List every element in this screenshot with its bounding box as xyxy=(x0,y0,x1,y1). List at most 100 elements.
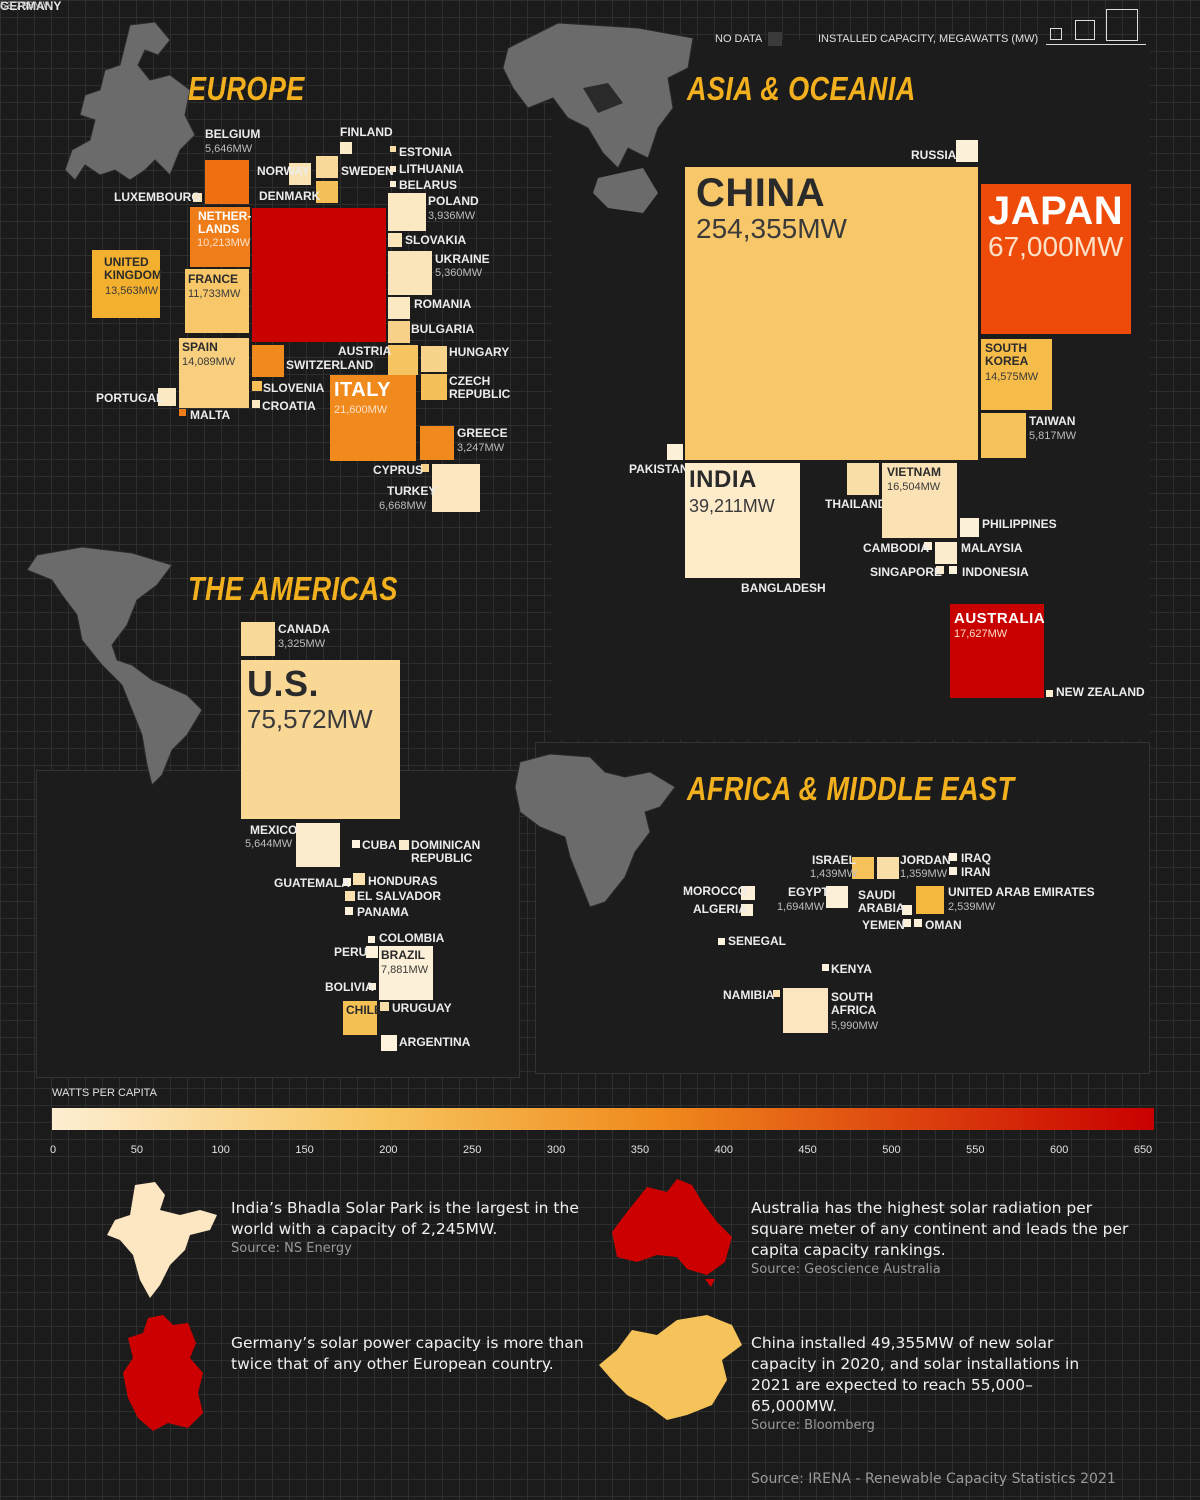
label-austria: AUSTRIA xyxy=(338,344,392,358)
label-uae: UNITED ARAB EMIRATES xyxy=(948,885,1095,899)
cell-senegal xyxy=(718,938,725,945)
value-us: 75,572MW xyxy=(247,704,373,734)
value-italy: 21,600MW xyxy=(334,404,388,416)
label-skorea: SOUTH KOREA xyxy=(985,341,1029,368)
label-cuba: CUBA xyxy=(362,838,397,852)
label-panama: PANAMA xyxy=(357,905,409,919)
label-elsalvador: EL SALVADOR xyxy=(357,889,442,903)
americas-panel xyxy=(36,770,520,1078)
cell-colombia xyxy=(368,936,375,943)
label-taiwan: TAIWAN xyxy=(1029,414,1076,428)
cell-switzerland xyxy=(252,345,284,377)
value-skorea: 14,575MW xyxy=(985,371,1039,383)
cell-canada xyxy=(241,622,275,656)
cell-panama xyxy=(345,907,353,915)
scale-tick: 0 xyxy=(49,1144,57,1156)
label-morocco: MOROCCO xyxy=(683,884,747,898)
scale-tick: 50 xyxy=(130,1144,143,1156)
legend-no-data-swatch xyxy=(768,32,782,46)
value-uk: 13,563MW xyxy=(105,285,159,297)
label-uruguay: URUGUAY xyxy=(392,1001,452,1015)
scale-tick: 600 xyxy=(1049,1144,1069,1156)
region-title-africa: AFRICA & MIDDLE EAST xyxy=(687,770,1015,807)
label-china: CHINA xyxy=(696,171,826,215)
cell-brazil xyxy=(379,946,433,1000)
region-title-asia: ASIA & OCEANIA xyxy=(687,70,916,107)
cell-sweden xyxy=(316,156,338,178)
australia-map-icon xyxy=(612,1179,732,1287)
cell-saudi xyxy=(902,905,912,915)
cell-pakistan xyxy=(667,444,683,460)
value-india: 39,211MW xyxy=(689,496,775,516)
cell-luxembourg xyxy=(193,193,202,202)
cell-slovenia xyxy=(252,381,262,391)
fact-australia-source: Source: Geoscience Australia xyxy=(751,1262,941,1277)
fact-germany-text: Germany’s solar power capacity is more t… xyxy=(231,1334,584,1373)
cell-bulgaria xyxy=(388,321,410,343)
value-netherlands: 10,213MW xyxy=(197,237,251,249)
germany-map-icon xyxy=(123,1315,203,1431)
value-brazil: 7,881MW xyxy=(381,964,429,976)
cell-iran xyxy=(949,867,957,875)
value-canada: 3,325MW xyxy=(278,638,326,650)
label-finland: FINLAND xyxy=(340,125,393,139)
label-cambodia: CAMBODIA xyxy=(863,541,929,555)
cell-elsalvador xyxy=(345,891,355,901)
cell-croatia xyxy=(252,400,260,408)
label-hungary: HUNGARY xyxy=(449,345,510,359)
cell-australia xyxy=(950,604,1044,698)
value-vietnam: 16,504MW xyxy=(887,481,941,493)
cell-lithuania xyxy=(390,166,396,172)
cell-malaysia xyxy=(935,542,957,564)
cell-dominican xyxy=(399,840,409,850)
value-israel: 1,439MW xyxy=(810,868,858,880)
label-australia: AUSTRALIA xyxy=(954,610,1046,627)
value-spain: 14,089MW xyxy=(182,356,236,368)
label-yemen: YEMEN xyxy=(862,918,905,932)
label-singapore: SINGAPORE xyxy=(870,565,943,579)
cell-finland xyxy=(340,142,352,154)
label-netherlands: NETHER- LANDS xyxy=(198,209,252,236)
cell-norway xyxy=(289,163,311,185)
cell-japan xyxy=(981,184,1131,334)
fact-india: India’s Bhadla Solar Park is the largest… xyxy=(231,1198,611,1257)
label-israel: ISRAEL xyxy=(812,853,857,867)
label-croatia: CROATIA xyxy=(262,399,316,413)
label-peru: PERU xyxy=(334,945,368,959)
label-indonesia: INDONESIA xyxy=(962,565,1029,579)
fact-germany: Germany’s solar power capacity is more t… xyxy=(231,1333,611,1375)
fact-china-source: Source: Bloomberg xyxy=(751,1418,875,1433)
scale-tick: 300 xyxy=(546,1144,566,1156)
fact-australia: Australia has the highest solar radiatio… xyxy=(751,1198,1131,1278)
label-ukraine: UKRAINE xyxy=(435,252,490,266)
asia-map-icon xyxy=(502,22,694,213)
africa-map-icon xyxy=(514,753,676,908)
cell-russia xyxy=(956,140,978,162)
cell-uruguay xyxy=(380,1002,389,1011)
label-slovenia: SLOVENIA xyxy=(263,381,325,395)
cell-uae xyxy=(916,886,944,914)
label-senegal: SENEGAL xyxy=(728,934,787,948)
cell-germany xyxy=(252,208,386,342)
cell-vietnam xyxy=(882,463,957,538)
cell-namibia xyxy=(773,990,780,997)
fact-china-text: China installed 49,355MW of new solar ca… xyxy=(751,1334,1080,1415)
label-oman: OMAN xyxy=(925,918,962,932)
label-lithuania: LITHUANIA xyxy=(399,162,464,176)
cell-denmark xyxy=(316,181,338,203)
label-slovakia: SLOVAKIA xyxy=(405,233,467,247)
label-malaysia: MALAYSIA xyxy=(961,541,1023,555)
cell-netherlands xyxy=(190,207,250,267)
cell-us xyxy=(241,660,400,819)
label-southafrica: SOUTH AFRICA xyxy=(831,990,877,1017)
cell-china xyxy=(685,167,978,460)
cell-skorea xyxy=(981,339,1052,410)
scale-tick: 200 xyxy=(379,1144,398,1156)
label-bolivia: BOLIVIA xyxy=(325,980,374,994)
cell-italy xyxy=(330,375,416,461)
cell-austria xyxy=(388,345,418,375)
europe-map-icon xyxy=(64,21,196,181)
value-southafrica: 5,990MW xyxy=(831,1020,879,1032)
legend-size-medium xyxy=(1075,20,1095,40)
